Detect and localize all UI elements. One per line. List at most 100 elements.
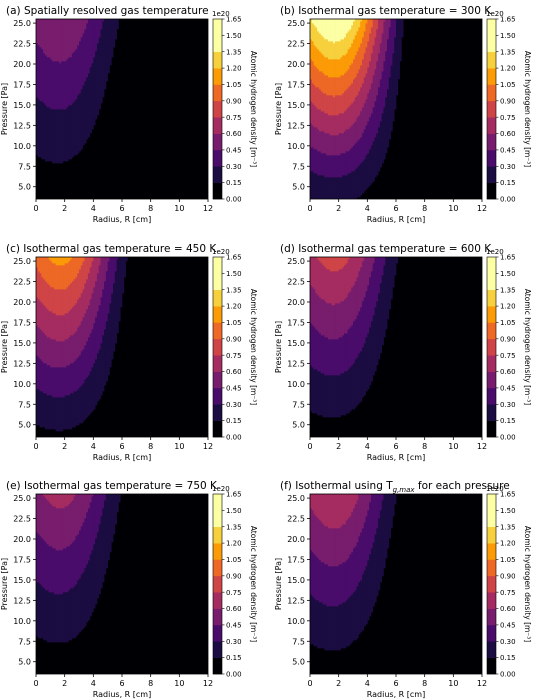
contour-cell	[75, 37, 78, 40]
contour-cell	[87, 49, 91, 52]
contour-cell	[48, 59, 51, 62]
contour-cell	[338, 73, 341, 76]
contour-cell	[36, 133, 39, 136]
contour-cell	[37, 43, 40, 46]
contour-cell	[77, 31, 80, 34]
contour-cell	[68, 149, 71, 152]
contour-cell	[320, 149, 323, 152]
contour-cell	[338, 155, 341, 158]
contour-cell	[52, 161, 55, 164]
contour-cell	[311, 159, 314, 162]
contour-cell	[87, 97, 91, 100]
contour-cell	[322, 155, 325, 158]
contour-cell	[326, 145, 329, 148]
contour-cell	[84, 101, 87, 104]
contour-cell	[315, 115, 318, 118]
contour-cell	[75, 113, 78, 116]
contour-cell	[100, 27, 103, 30]
contour-cell	[52, 117, 55, 120]
contour-cell	[80, 39, 83, 42]
contour-cell	[327, 189, 331, 192]
contour-cell	[77, 41, 80, 44]
contour-cell	[96, 111, 100, 114]
contour-cell	[79, 73, 82, 76]
contour-cell	[105, 77, 109, 80]
contour-cell	[318, 169, 322, 172]
contour-cell	[59, 35, 62, 38]
contour-cell	[331, 191, 334, 194]
contour-cell	[326, 193, 329, 196]
contour-cell	[318, 49, 322, 52]
contour-cell	[318, 19, 322, 22]
contour-cell	[52, 133, 55, 136]
contour-cell	[70, 77, 73, 80]
contour-cell	[71, 131, 74, 134]
contour-cell	[326, 71, 329, 74]
contour-cell	[64, 145, 67, 148]
contour-cell	[71, 103, 74, 106]
contour-cell	[320, 39, 323, 42]
contour-cell	[44, 39, 48, 42]
contour-cell	[46, 111, 49, 114]
contour-cell	[102, 23, 105, 26]
contour-cell	[87, 21, 91, 24]
contour-cell	[310, 33, 313, 36]
contour-cell	[68, 107, 71, 110]
contour-cell	[82, 25, 85, 28]
contour-cell	[326, 165, 329, 168]
contour-cell	[46, 97, 49, 100]
contour-cell	[50, 147, 53, 150]
contour-cell	[52, 75, 55, 78]
contour-cell	[41, 123, 44, 126]
contour-cell	[353, 23, 356, 26]
contour-cell	[331, 135, 334, 138]
contour-cell	[102, 77, 105, 80]
contour-cell	[89, 35, 92, 38]
contour-cell	[322, 189, 325, 192]
contour-cell	[87, 123, 91, 126]
contour-cell	[322, 105, 325, 108]
contour-cell	[354, 147, 357, 150]
contour-cell	[68, 61, 71, 64]
contour-cell	[93, 115, 96, 118]
contour-cell	[70, 27, 73, 30]
contour-cell	[55, 67, 58, 70]
contour-cell	[333, 165, 336, 168]
contour-cell	[52, 145, 55, 148]
contour-cell	[320, 107, 323, 110]
contour-cell	[335, 89, 338, 92]
contour-cell	[87, 25, 91, 28]
contour-cell	[79, 79, 82, 82]
contour-cell	[342, 19, 345, 22]
contour-cell	[313, 23, 316, 26]
contour-cell	[349, 115, 352, 118]
contour-cell	[37, 51, 40, 54]
contour-cell	[349, 155, 352, 158]
contour-cell	[55, 77, 58, 80]
contour-cell	[50, 135, 53, 138]
contour-cell	[318, 147, 322, 150]
contour-cell	[351, 91, 354, 94]
contour-cell	[84, 59, 87, 62]
contour-cell	[340, 57, 343, 60]
contour-cell	[336, 195, 340, 198]
contour-cell	[43, 31, 46, 34]
contour-cell	[331, 101, 334, 104]
contour-cell	[77, 63, 80, 66]
contour-cell	[80, 33, 83, 36]
contour-cell	[338, 93, 341, 96]
contour-cell	[336, 97, 340, 100]
contour-cell	[324, 151, 327, 154]
contour-cell	[71, 119, 74, 122]
contour-cell	[344, 23, 347, 26]
contour-cell	[311, 165, 314, 168]
contour-cell	[70, 151, 73, 154]
contour-cell	[82, 125, 85, 128]
contour-cell	[351, 111, 354, 114]
contour-cell	[313, 43, 316, 46]
contour-cell	[335, 27, 338, 30]
contour-cell	[318, 69, 322, 72]
contour-cell	[68, 21, 71, 24]
contour-cell	[53, 157, 57, 160]
contour-cell	[75, 145, 78, 148]
